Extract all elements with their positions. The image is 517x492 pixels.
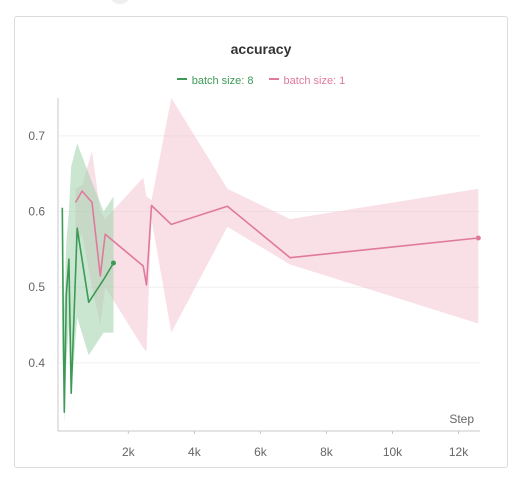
band-series-batch-size-1 [75, 98, 479, 352]
y-tick-label-0.5: 0.5 [28, 280, 45, 294]
band-series-batch-size-8 [62, 143, 114, 424]
legend-swatch-batch-size-1 [268, 78, 279, 81]
legend-label-batch-size-1: batch size: 1 [283, 75, 346, 87]
top-strip [0, 0, 517, 16]
x-tick-label-2k: 2k [122, 445, 136, 459]
x-tick-label-12k: 12k [449, 445, 469, 459]
x-tick-label-10k: 10k [383, 445, 403, 459]
x-tick-label-8k: 8k [320, 445, 334, 459]
legend-entry-batch-size-1[interactable]: batch size: 1 [268, 75, 346, 87]
legend-label-batch-size-8: batch size: 8 [191, 75, 254, 87]
chart-title: accuracy [230, 41, 292, 57]
y-tick-label-0.7: 0.7 [28, 129, 45, 143]
chart-legend: batch size: 8 batch size: 1 [15, 75, 507, 87]
legend-entry-batch-size-8[interactable]: batch size: 8 [176, 75, 254, 87]
y-tick-label-0.4: 0.4 [28, 356, 45, 370]
x-tick-label-6k: 6k [254, 445, 268, 459]
point-batch-size-8-9 [110, 260, 116, 266]
line-series-batch-size-8[interactable] [61, 207, 115, 413]
point-batch-size-1-11 [475, 235, 481, 241]
scroll-indicator [112, 0, 128, 4]
y-tick-label-0.6: 0.6 [28, 205, 45, 219]
x-tick-label-4k: 4k [188, 445, 202, 459]
line-series-batch-size-1[interactable] [74, 190, 479, 286]
legend-swatch-batch-size-8 [176, 78, 187, 81]
x-axis-label: Step [449, 412, 474, 426]
